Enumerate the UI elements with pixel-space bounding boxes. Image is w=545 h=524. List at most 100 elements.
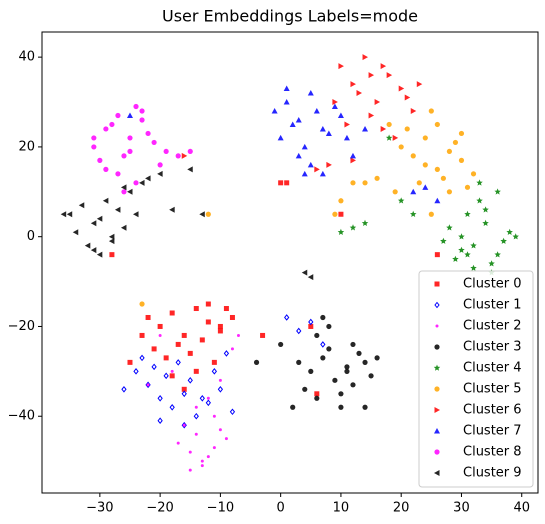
point [416, 81, 423, 88]
point [115, 112, 121, 119]
point [145, 175, 151, 182]
point [96, 251, 103, 258]
point [193, 412, 199, 420]
point [127, 359, 133, 365]
point [392, 134, 399, 141]
point [332, 211, 338, 217]
point [253, 359, 260, 365]
point [434, 166, 440, 172]
point [482, 219, 489, 226]
point [158, 333, 162, 337]
point [350, 81, 356, 88]
point [145, 381, 151, 389]
point [187, 377, 193, 384]
point [181, 421, 187, 429]
point [337, 112, 344, 118]
point [121, 153, 127, 159]
point [146, 383, 150, 387]
point [120, 184, 127, 191]
point [169, 373, 175, 379]
point [488, 260, 495, 267]
legend-marker [434, 407, 440, 413]
point [362, 180, 368, 186]
point [362, 404, 368, 410]
series [60, 166, 314, 281]
point [482, 206, 489, 213]
point [314, 332, 320, 339]
point [169, 310, 175, 316]
point [157, 170, 163, 177]
point [145, 130, 151, 137]
point [308, 323, 314, 329]
y-tick-label: 40 [18, 50, 35, 65]
point [344, 121, 350, 128]
point [398, 85, 405, 92]
point [145, 314, 151, 320]
point [446, 224, 453, 231]
point [422, 135, 428, 141]
point [350, 341, 356, 348]
point [157, 323, 163, 329]
point [72, 229, 79, 236]
point [66, 211, 73, 218]
point [308, 368, 314, 374]
point [211, 359, 217, 365]
legend-label: Cluster 1 [463, 298, 522, 313]
point [211, 368, 218, 375]
point [175, 153, 181, 159]
series [91, 103, 193, 195]
point [428, 211, 434, 217]
point [464, 184, 471, 190]
point [506, 228, 513, 235]
point [344, 364, 350, 370]
point [91, 144, 97, 150]
point [458, 130, 465, 137]
point [338, 198, 344, 204]
point [175, 359, 181, 366]
point [476, 179, 483, 186]
point [217, 328, 223, 334]
point [320, 355, 326, 361]
series [121, 314, 326, 429]
point [416, 180, 422, 186]
legend-label: Cluster 8 [463, 445, 522, 460]
point [458, 233, 465, 240]
point [350, 382, 356, 388]
point [84, 242, 91, 249]
point [133, 180, 139, 186]
point [446, 148, 453, 155]
legend-label: Cluster 3 [463, 340, 522, 355]
point [181, 332, 187, 338]
point [422, 162, 428, 168]
point [386, 121, 392, 128]
point [108, 238, 115, 245]
point [374, 355, 380, 361]
point [163, 355, 169, 361]
point [169, 206, 175, 213]
point [223, 350, 230, 357]
point [440, 237, 447, 244]
point [326, 346, 332, 352]
point [380, 125, 387, 132]
point [224, 437, 228, 441]
point [236, 333, 240, 337]
point [458, 246, 465, 253]
point [385, 134, 393, 141]
point [205, 319, 211, 325]
point [212, 414, 216, 418]
point [199, 394, 205, 402]
point [302, 386, 308, 392]
legend-label: Cluster 9 [463, 466, 522, 481]
plot-frame [41, 31, 539, 494]
point [338, 404, 344, 410]
point [229, 314, 235, 320]
point [428, 108, 434, 114]
point [319, 170, 326, 177]
y-tick-label: 0 [27, 229, 35, 244]
point [133, 103, 139, 110]
point [434, 252, 440, 258]
point [139, 354, 145, 362]
x-tick-label: −20 [146, 501, 173, 516]
point [404, 94, 411, 101]
